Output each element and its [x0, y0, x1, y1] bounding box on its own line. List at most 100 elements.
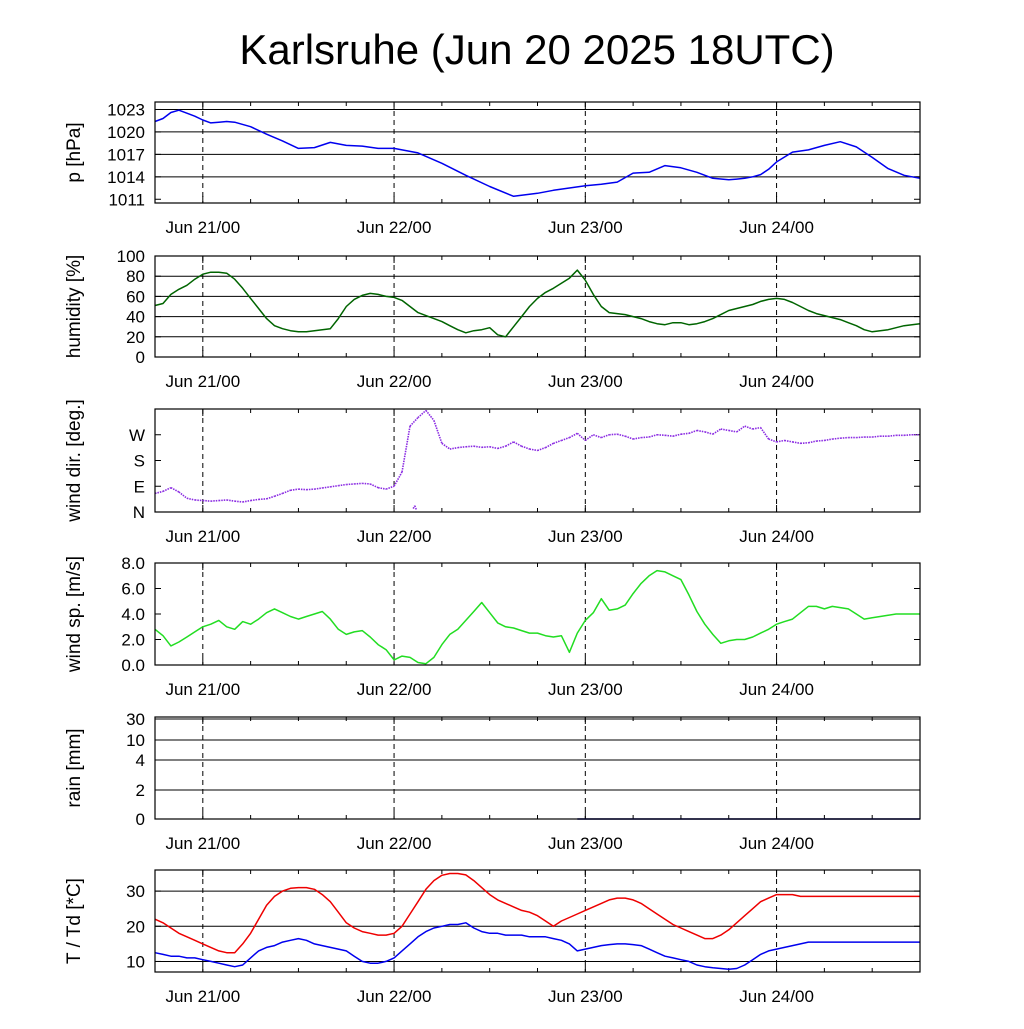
wind-dir-segment-0-25: [346, 483, 355, 486]
wind-dir-segment-0-35: [425, 409, 435, 421]
y-tick-label-5-1: 20: [126, 917, 145, 936]
x-tick-label-3-1: Jun 22/00: [357, 680, 432, 699]
y-tick-label-1-4: 80: [126, 267, 145, 286]
wind-dir-segment-0-52: [561, 436, 570, 442]
series-line-5-1: [154, 922, 920, 970]
wind-dir-segment-0-37: [441, 442, 451, 450]
wind-dir-segment-0-58: [609, 433, 618, 436]
wind-dir-segment-0-87: [840, 436, 849, 439]
y-tick-label-1-2: 40: [126, 308, 145, 327]
x-tick-label-4-3: Jun 24/00: [739, 834, 814, 853]
x-tick-label-2-1: Jun 22/00: [357, 527, 432, 546]
wind-dir-segment-0-38: [449, 446, 458, 450]
wind-dir-segment-0-65: [664, 434, 674, 437]
wind-dir-segment-0-73: [728, 429, 737, 433]
wind-dir-segment-0-56: [593, 433, 602, 439]
y-tick-label-3-0: 0.0: [121, 656, 145, 675]
y-tick-label-2-0: N: [133, 503, 145, 522]
y-axis-label-2: wind dir. [deg.]: [64, 399, 85, 523]
wind-dir-segment-0-34: [417, 409, 427, 419]
plot-frame-4: [154, 716, 921, 820]
x-tick-label-3-3: Jun 24/00: [739, 680, 814, 699]
wind-dir-segment-0-32: [401, 426, 411, 473]
wind-dir-segment-1-2: [414, 505, 418, 511]
y-tick-label-3-2: 4.0: [121, 605, 145, 624]
y-tick-label-1-1: 20: [126, 328, 145, 347]
wind-dir-segment-0-69: [696, 429, 705, 433]
wind-dir-segment-0-22: [322, 486, 331, 489]
wind-dir-segment-0-47: [521, 445, 530, 450]
wind-dir-segment-0-2: [162, 486, 172, 493]
wind-dir-segment-0-36: [433, 420, 443, 444]
x-tick-label-4-0: Jun 21/00: [165, 834, 240, 853]
wind-dir-segment-0-3: [170, 486, 180, 493]
wind-dir-segment-0-60: [624, 435, 634, 440]
wind-dir-segment-0-49: [537, 446, 546, 452]
y-tick-label-5-2: 30: [126, 882, 145, 901]
y-tick-label-0-2: 1017: [107, 145, 145, 164]
wind-dir-segment-0-10: [226, 499, 235, 502]
x-tick-label-2-3: Jun 24/00: [739, 527, 814, 546]
wind-dir-segment-0-40: [465, 445, 474, 448]
wind-dir-segment-0-78: [768, 438, 777, 443]
wind-dir-segment-0-46: [513, 441, 522, 447]
x-tick-label-0-1: Jun 22/00: [357, 218, 432, 237]
wind-dir-segment-0-50: [545, 442, 554, 449]
wind-dir-segment-0-31: [393, 471, 403, 487]
x-tick-label-5-3: Jun 24/00: [739, 987, 814, 1006]
wind-dir-segment-0-33: [409, 417, 419, 427]
y-axis-label-0: p [hPa]: [64, 122, 85, 182]
wind-dir-segment-0-39: [457, 445, 466, 449]
y-tick-label-3-3: 6.0: [121, 580, 145, 599]
wind-dir-segment-0-15: [266, 495, 275, 500]
x-tick-label-5-2: Jun 23/00: [548, 987, 623, 1006]
wind-dir-segment-0-17: [282, 489, 291, 495]
wind-dir-segment-0-29: [377, 486, 387, 490]
y-tick-label-1-0: 0: [136, 348, 145, 367]
y-tick-label-2-1: E: [134, 477, 145, 496]
wind-dir-segment-0-28: [369, 483, 379, 489]
plot-frame-2: [154, 408, 921, 513]
y-axis-label-5: T / Td [*C]: [64, 878, 85, 964]
y-tick-label-1-5: 100: [117, 247, 145, 266]
wind-dir-segment-0-44: [497, 445, 506, 450]
x-tick-label-2-0: Jun 21/00: [165, 527, 240, 546]
wind-dir-segment-0-93: [888, 434, 897, 437]
wind-dir-segment-0-23: [330, 484, 339, 488]
y-tick-label-2-3: W: [129, 426, 145, 445]
wind-dir-segment-0-43: [489, 445, 498, 450]
wind-dir-segment-0-59: [616, 433, 626, 437]
series-line-1-0: [154, 269, 921, 338]
wind-dir-segment-0-42: [481, 445, 490, 449]
wind-dir-segment-0-86: [832, 437, 841, 440]
x-tick-label-4-2: Jun 23/00: [548, 834, 623, 853]
wind-dir-segment-0-82: [800, 441, 809, 445]
x-tick-label-3-0: Jun 21/00: [165, 680, 240, 699]
x-tick-label-1-0: Jun 21/00: [165, 372, 240, 391]
wind-dir-segment-0-24: [338, 483, 347, 487]
series-line-3-0: [154, 569, 920, 665]
x-tick-label-0-2: Jun 23/00: [548, 218, 623, 237]
wind-dir-segment-0-75: [744, 425, 753, 430]
wind-dir-segment-0-7: [202, 499, 211, 502]
x-tick-label-2-2: Jun 23/00: [548, 527, 623, 546]
wind-dir-segment-0-70: [704, 431, 714, 435]
wind-dir-segment-0-5: [186, 497, 196, 501]
wind-dir-segment-0-68: [688, 429, 698, 435]
x-tick-label-4-1: Jun 22/00: [357, 834, 432, 853]
wind-dir-segment-0-79: [776, 439, 785, 443]
wind-dir-segment-0-63: [648, 433, 658, 438]
wind-dir-segment-0-13: [250, 498, 259, 502]
y-tick-label-4-3: 10: [126, 731, 145, 750]
series-line-0-0: [154, 109, 921, 198]
wind-dir-segment-0-30: [385, 485, 395, 490]
wind-dir-segment-0-51: [553, 439, 562, 445]
y-tick-label-5-0: 10: [126, 952, 145, 971]
y-tick-label-4-1: 2: [136, 781, 145, 800]
y-tick-label-2-2: S: [134, 452, 145, 471]
wind-dir-segment-0-6: [194, 499, 203, 502]
wind-dir-segment-0-41: [473, 445, 482, 449]
wind-dir-segment-0-14: [258, 498, 267, 501]
